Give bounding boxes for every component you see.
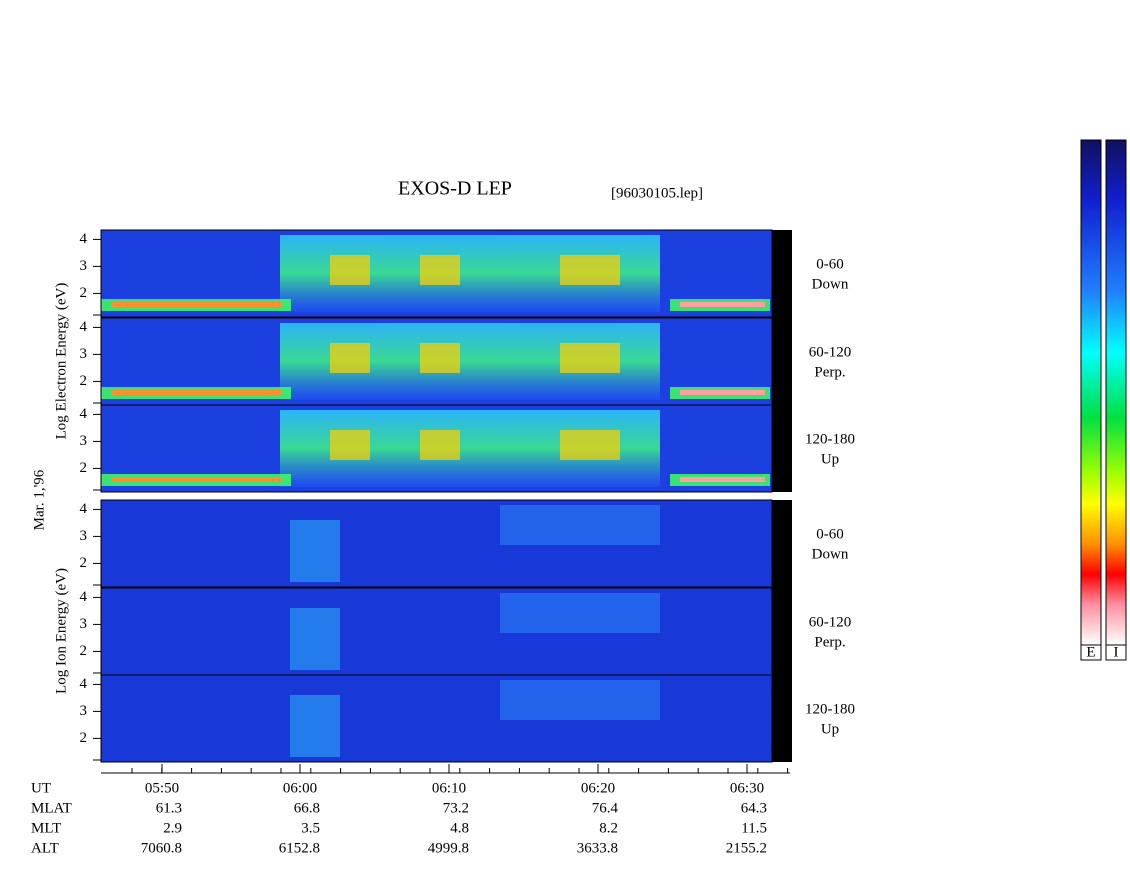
direction-label: Perp.: [814, 634, 845, 650]
ephemeris-value: 64.3: [741, 800, 767, 816]
x-tick-label: 06:30: [730, 780, 764, 796]
y-axis-label: Log Ion Energy (eV): [53, 568, 69, 694]
y-tick-label: 2: [80, 555, 88, 571]
panel-frame: [100, 499, 773, 588]
x-tick-label: 06:20: [581, 780, 615, 796]
strip: [772, 230, 792, 492]
y-tick-label: 2: [80, 373, 88, 389]
ephemeris-value: 3633.8: [577, 840, 618, 856]
colorbar-label: I: [1114, 644, 1119, 660]
ephemeris-value: 8.2: [599, 820, 618, 836]
flux-region: [290, 608, 340, 670]
low-band: [680, 390, 765, 395]
row-label: MLAT: [31, 800, 72, 816]
y-tick-label: 4: [80, 406, 88, 422]
strip: [772, 500, 792, 762]
ephemeris-value: 7060.8: [141, 840, 182, 856]
low-band: [111, 302, 281, 307]
low-band: [111, 390, 281, 395]
colorbar-label: E: [1086, 644, 1095, 660]
y-tick-label: 3: [80, 258, 88, 274]
row-label: ALT: [31, 840, 59, 856]
y-tick-label: 3: [80, 433, 88, 449]
y-tick-label: 2: [80, 285, 88, 301]
direction-label: Up: [821, 451, 839, 467]
y-tick-label: 3: [80, 703, 88, 719]
hot-spot: [330, 255, 370, 285]
x-tick-label: 06:10: [432, 780, 466, 796]
ephemeris-value: 61.3: [156, 800, 182, 816]
low-band: [680, 302, 765, 307]
hot-spot: [560, 343, 620, 373]
hot-spot: [420, 255, 460, 285]
y-tick-label: 4: [80, 231, 88, 247]
ephemeris-value: 11.5: [741, 820, 767, 836]
ephemeris-value: 4.8: [450, 820, 469, 836]
title: EXOS-D LEP: [398, 178, 512, 200]
y-tick-label: 2: [80, 643, 88, 659]
hot-spot: [560, 430, 620, 460]
date: Mar. 1,'96: [31, 469, 47, 530]
ephemeris-value: 3.5: [301, 820, 320, 836]
angle-label: 120-180: [805, 431, 855, 447]
spectrogram: [101, 588, 772, 675]
panel-frame: [100, 229, 773, 318]
y-tick-label: 4: [80, 319, 88, 335]
flux-region: [290, 520, 340, 582]
colorbar-box: [1080, 644, 1102, 661]
hot-spot: [420, 430, 460, 460]
panel-frame: [100, 674, 773, 763]
hot-spot: [560, 255, 620, 285]
angle-label: 120-180: [805, 701, 855, 717]
low-band: [680, 477, 765, 482]
y-tick-label: 2: [80, 460, 88, 476]
low-band: [111, 477, 281, 482]
y-tick-label: 3: [80, 528, 88, 544]
y-tick-label: 3: [80, 346, 88, 362]
y-tick-label: 4: [80, 589, 88, 605]
ephemeris-value: 6152.8: [279, 840, 320, 856]
ephemeris-value: 76.4: [592, 800, 619, 816]
ephemeris-value: 4999.8: [428, 840, 469, 856]
ephemeris-value: 2.9: [163, 820, 182, 836]
ephemeris-value: 2155.2: [726, 840, 767, 856]
direction-label: Up: [821, 721, 839, 737]
spectrogram: [101, 500, 772, 587]
hot-spot: [330, 343, 370, 373]
row-label: MLT: [31, 820, 61, 836]
flux-region: [500, 505, 660, 545]
colorbar-e: [1080, 139, 1102, 646]
flux-region: [290, 695, 340, 757]
x-tick-label: 05:50: [145, 780, 179, 796]
y-tick-label: 4: [80, 676, 88, 692]
colorbar-box: [1105, 644, 1127, 661]
panel-frame: [100, 404, 773, 493]
angle-label: 0-60: [816, 256, 844, 272]
x-tick-label: 06:00: [283, 780, 317, 796]
ephemeris-value: 73.2: [443, 800, 469, 816]
y-axis-label: Log Electron Energy (eV): [53, 283, 69, 440]
hot-spot: [420, 343, 460, 373]
angle-label: 60-120: [809, 344, 852, 360]
direction-label: Down: [812, 546, 849, 562]
flux-region: [500, 680, 660, 720]
hot-spot: [330, 430, 370, 460]
y-tick-label: 2: [80, 730, 88, 746]
y-tick-label: 3: [80, 616, 88, 632]
row-label: UT: [31, 780, 51, 796]
ephemeris-value: 66.8: [294, 800, 320, 816]
y-tick-label: 4: [80, 501, 88, 517]
spectrogram: [101, 675, 772, 762]
angle-label: 60-120: [809, 614, 852, 630]
colorbar-i: [1105, 139, 1127, 646]
direction-label: Down: [812, 276, 849, 292]
direction-label: Perp.: [814, 364, 845, 380]
flux-region: [500, 593, 660, 633]
angle-label: 0-60: [816, 526, 844, 542]
file-name: [96030105.lep]: [611, 185, 703, 201]
